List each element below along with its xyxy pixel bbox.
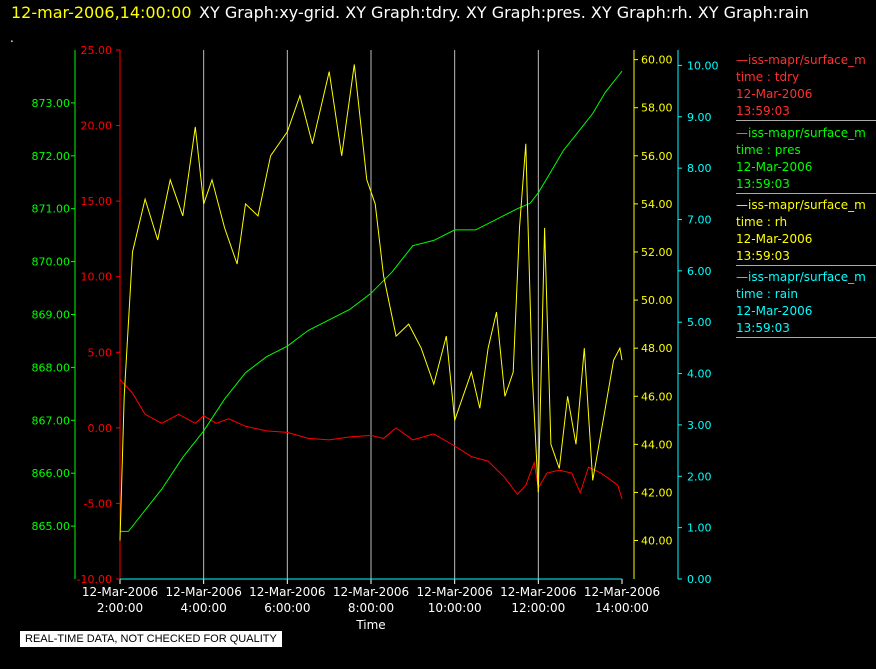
legend-date: 12-Mar-2006 <box>736 160 813 174</box>
rh-tick-label: 50.00 <box>641 294 673 307</box>
rh-tick-label: 58.00 <box>641 102 673 115</box>
legend-line: —iss-mapr/surface_m <box>736 53 866 67</box>
legend-divider <box>736 120 876 121</box>
tdry-series-line <box>119 379 623 500</box>
rain-tick-label: 3.00 <box>687 419 712 432</box>
pres-tick-label: 870.00 <box>32 256 71 269</box>
tdry-tick-label: 0.00 <box>88 422 113 435</box>
rain-tick-label: 2.00 <box>687 470 712 483</box>
rh-tick-label: 42.00 <box>641 486 673 499</box>
pres-tick-label: 865.00 <box>32 520 71 533</box>
pres-series-line <box>120 70 623 532</box>
legend-line: —iss-mapr/surface_m <box>736 126 866 140</box>
legend-divider <box>736 265 876 266</box>
rh-tick-label: 48.00 <box>641 342 673 355</box>
pres-tick-label: 866.00 <box>32 467 71 480</box>
legend-field: time : rain <box>736 287 799 301</box>
rain-tick-label: 10.00 <box>687 59 719 72</box>
rain-tick-label: 0.00 <box>687 573 712 586</box>
legend-time: 13:59:03 <box>736 104 790 118</box>
legend-field: time : rh <box>736 215 788 229</box>
rh-tick-label: 54.00 <box>641 198 673 211</box>
rain-tick-label: 1.00 <box>687 522 712 535</box>
x-tick-label-time: 6:00:00 <box>264 601 310 615</box>
tdry-tick-label: 25.00 <box>81 44 113 57</box>
rain-tick-label: 9.00 <box>687 111 712 124</box>
x-tick-label-date: 12-Mar-2006 <box>500 585 576 599</box>
x-tick-label-date: 12-Mar-2006 <box>82 585 158 599</box>
tdry-tick-label: 5.00 <box>88 346 113 359</box>
grid-layer <box>203 50 539 579</box>
x-tick-label-time: 2:00:00 <box>97 601 143 615</box>
x-tick-label-date: 12-Mar-2006 <box>584 585 660 599</box>
rain-tick-label: 7.00 <box>687 213 712 226</box>
graph-header: 12-mar-2006,14:00:00 XY Graph:xy-grid. X… <box>0 0 876 30</box>
rh-tick-label: 40.00 <box>641 535 673 548</box>
legend-divider <box>736 193 876 194</box>
x-tick-label-date: 12-Mar-2006 <box>165 585 241 599</box>
rain-tick-label: 6.00 <box>687 265 712 278</box>
tdry-tick-label: -5.00 <box>84 497 112 510</box>
legend-date: 12-Mar-2006 <box>736 304 813 318</box>
axes-layer <box>71 49 682 584</box>
pres-tick-label: 867.00 <box>32 414 71 427</box>
legend-time: 13:59:03 <box>736 177 790 191</box>
legend-time: 13:59:03 <box>736 321 790 335</box>
header-graph-titles: XY Graph:xy-grid. XY Graph:tdry. XY Grap… <box>199 3 810 22</box>
legend-line: —iss-mapr/surface_m <box>736 270 866 284</box>
tdry-tick-label: 20.00 <box>81 120 113 133</box>
tick-labels-layer: 12-Mar-2006 2:00:00 12-Mar-2006 4:00:00 12-M… <box>32 44 719 632</box>
pres-tick-label: 873.00 <box>32 97 71 110</box>
rh-tick-label: 56.00 <box>641 150 673 163</box>
x-tick-label-time: 8:00:00 <box>348 601 394 615</box>
x-tick-label-time: 14:00:00 <box>595 601 649 615</box>
pres-tick-label: 872.00 <box>32 150 71 163</box>
header-datetime: 12-mar-2006,14:00:00 <box>11 3 192 22</box>
quality-note: REAL-TIME DATA, NOT CHECKED FOR QUALITY <box>20 631 282 647</box>
tdry-tick-label: 15.00 <box>81 195 113 208</box>
x-tick-label-date: 12-Mar-2006 <box>416 585 492 599</box>
legend-field: time : tdry <box>736 70 800 84</box>
legend-divider <box>736 337 876 338</box>
rh-tick-label: 44.00 <box>641 438 673 451</box>
series-layer <box>119 64 623 580</box>
tdry-tick-label: -10.00 <box>77 573 112 586</box>
x-axis-label: Time <box>355 618 385 632</box>
legend-date: 12-Mar-2006 <box>736 232 813 246</box>
x-tick-label-date: 12-Mar-2006 <box>249 585 325 599</box>
x-tick-label-time: 12:00:00 <box>511 601 565 615</box>
pres-tick-label: 871.00 <box>32 203 71 216</box>
pres-tick-label: 869.00 <box>32 309 71 322</box>
x-tick-label-time: 4:00:00 <box>181 601 227 615</box>
x-tick-label-date: 12-Mar-2006 <box>333 585 409 599</box>
legend-line: —iss-mapr/surface_m <box>736 198 866 212</box>
legend-date: 12-Mar-2006 <box>736 87 813 101</box>
x-tick-label-time: 10:00:00 <box>428 601 482 615</box>
legend-time: 13:59:03 <box>736 249 790 263</box>
rh-tick-label: 46.00 <box>641 390 673 403</box>
rain-tick-label: 5.00 <box>687 316 712 329</box>
rh-tick-label: 52.00 <box>641 246 673 259</box>
rh-series-line <box>119 64 623 541</box>
legend-field: time : pres <box>736 143 801 157</box>
rain-tick-label: 8.00 <box>687 162 712 175</box>
tdry-tick-label: 10.00 <box>81 271 113 284</box>
rh-tick-label: 60.00 <box>641 54 673 67</box>
rain-tick-label: 4.00 <box>687 368 712 381</box>
marker-dot: . <box>10 31 14 45</box>
pres-tick-label: 868.00 <box>32 361 71 374</box>
